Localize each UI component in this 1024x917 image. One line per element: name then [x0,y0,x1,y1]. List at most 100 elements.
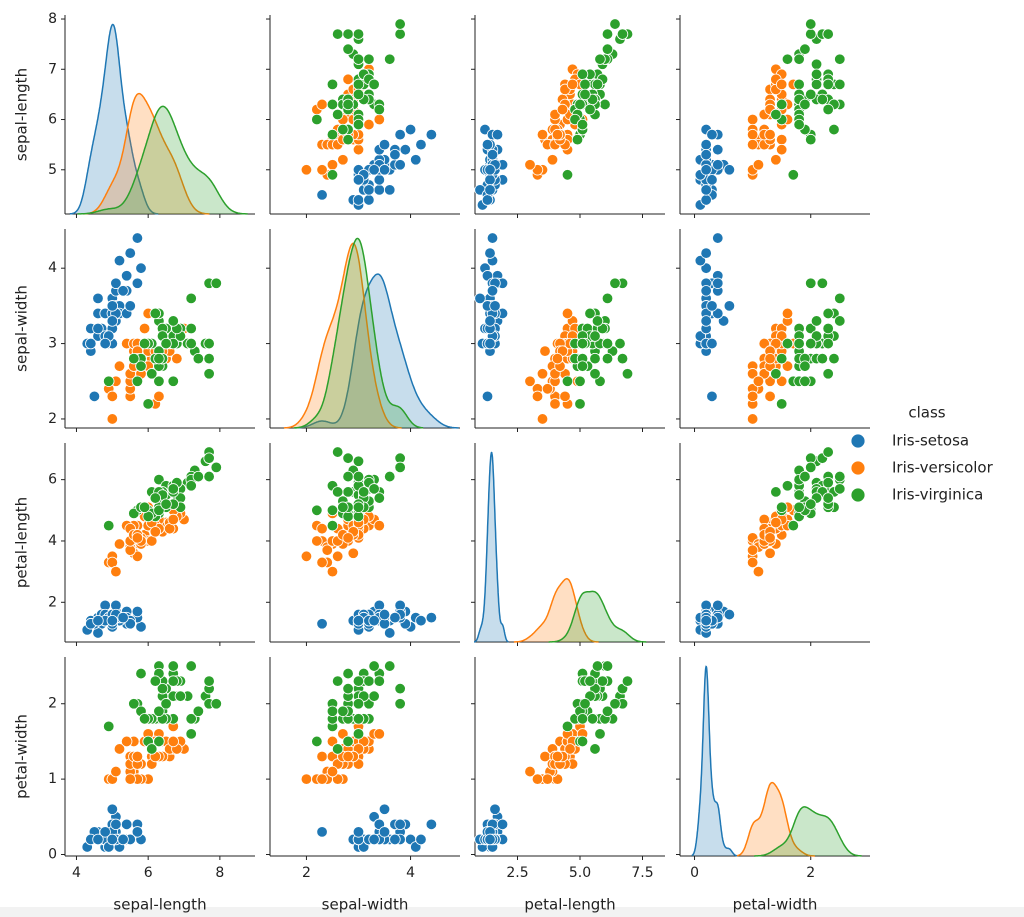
scatter-point [805,18,817,30]
scatter-point [775,98,788,111]
scatter-point [770,486,782,498]
scatter-point [752,159,765,171]
scatter-point [120,735,133,748]
scatter-point [564,743,576,755]
scatter-point [347,547,359,559]
scatter-point [342,133,354,146]
scatter-point [203,368,215,380]
scatter-point [167,675,179,687]
scatter-point [536,128,549,141]
scatter-point [352,614,365,627]
scatter-point [311,735,323,748]
scatter-point [700,194,712,206]
scatter-point [706,390,718,403]
scatter-point [203,675,215,687]
scatter-point [799,360,811,372]
scatter-point [373,675,386,687]
scatter-point [549,398,561,410]
scatter-point [203,337,215,350]
scatter-point [579,78,591,91]
scatter-point [352,728,365,740]
scatter-point [113,254,126,267]
scatter-point [326,705,339,717]
y-tick-label: 2 [48,411,57,427]
scatter-point [326,565,339,578]
scatter-point [378,803,391,815]
scatter-point [706,128,718,141]
kde-line [69,23,159,215]
kde-line [77,105,248,215]
scatter-point [384,470,396,483]
scatter-point [415,614,427,627]
y-tick-label: 1 [48,771,57,787]
scatter-point [203,452,215,464]
scatter-point [541,383,554,395]
scatter-point [110,765,122,778]
scatter-point [300,164,313,176]
scatter-point [131,605,144,618]
scatter-point [131,232,144,244]
scatter-point [326,169,339,181]
scatter-point [834,78,846,91]
scatter-point [700,315,712,327]
scatter-point [185,660,197,672]
scatter-point [584,675,596,687]
scatter-point [561,720,574,733]
scatter-point [368,164,380,176]
scatter-point [352,53,365,65]
scatter-point [363,184,375,196]
scatter-point [576,68,589,80]
scatter-point [331,743,344,755]
y-tick-label: 8 [48,11,57,27]
scatter-point [700,184,712,196]
scatter-point [584,307,596,320]
scatter-point [185,480,197,492]
scatter-point [616,352,629,365]
scatter-point [363,118,375,131]
scatter-point [805,337,817,350]
scatter-point [331,446,344,458]
scatter-point [131,550,144,562]
scatter-point [92,322,104,335]
scatter-point [621,675,634,687]
scatter-point [368,614,380,627]
scatter-point [106,413,119,425]
scatter-point [156,682,169,695]
scatter-point [373,519,386,532]
scatter-point [484,337,496,350]
scatter-point [203,470,215,483]
scatter-point [601,660,614,672]
scatter-point [775,330,788,342]
scatter-point [149,492,162,504]
scatter-point [481,194,494,206]
scatter-point [363,194,375,206]
scatter-point [352,118,365,131]
x-tick-label: 7.5 [631,865,653,881]
legend-label: Iris-versicolor [892,459,994,477]
scatter-point [131,375,144,387]
scatter-point [368,660,380,672]
scatter-point [793,489,805,501]
scatter-point [712,277,724,289]
scatter-point [117,833,129,846]
x-tick-label: 2 [806,865,815,881]
scatter-point [113,538,126,550]
scatter-point [326,504,339,517]
scatter-point [775,133,788,146]
scatter-point [589,743,601,755]
scatter-point [764,375,776,387]
scatter-point [378,164,391,176]
scatter-point [746,390,759,403]
scatter-point [138,713,151,725]
scatter-point [574,375,586,387]
scatter-point [120,270,133,282]
scatter-point [746,556,759,569]
kde-line [548,590,647,643]
scatter-point [546,154,559,166]
y-tick-label: 6 [48,112,57,128]
legend-marker [850,460,866,476]
scatter-point [551,352,564,365]
scatter-point [103,720,115,733]
scatter-point [384,627,396,639]
scatter-point [389,149,401,161]
